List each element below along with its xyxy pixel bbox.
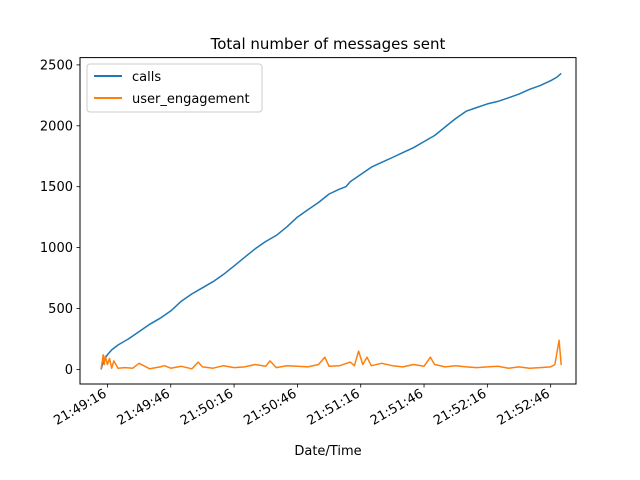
series-line-user-engagement <box>100 339 562 370</box>
legend-label-calls: calls <box>132 70 161 85</box>
y-tick-label: 2500 <box>40 58 73 73</box>
chart-title: Total number of messages sent <box>210 35 446 53</box>
x-axis-title: Date/Time <box>294 444 361 459</box>
legend-label-user-engagement: user_engagement <box>132 92 250 107</box>
series-line-calls <box>100 72 562 370</box>
y-tick-label: 1000 <box>40 241 73 256</box>
legend: calls user_engagement <box>86 63 263 113</box>
y-tick-label: 0 <box>65 363 73 378</box>
legend-box <box>86 63 263 113</box>
plot-frame <box>79 57 577 385</box>
y-tick-label: 500 <box>48 302 73 317</box>
series-layer <box>100 72 562 370</box>
y-axis: 0 500 1000 1500 2000 2500 <box>40 58 80 378</box>
y-tick-label: 2000 <box>40 119 73 134</box>
y-tick-label: 1500 <box>40 180 73 195</box>
